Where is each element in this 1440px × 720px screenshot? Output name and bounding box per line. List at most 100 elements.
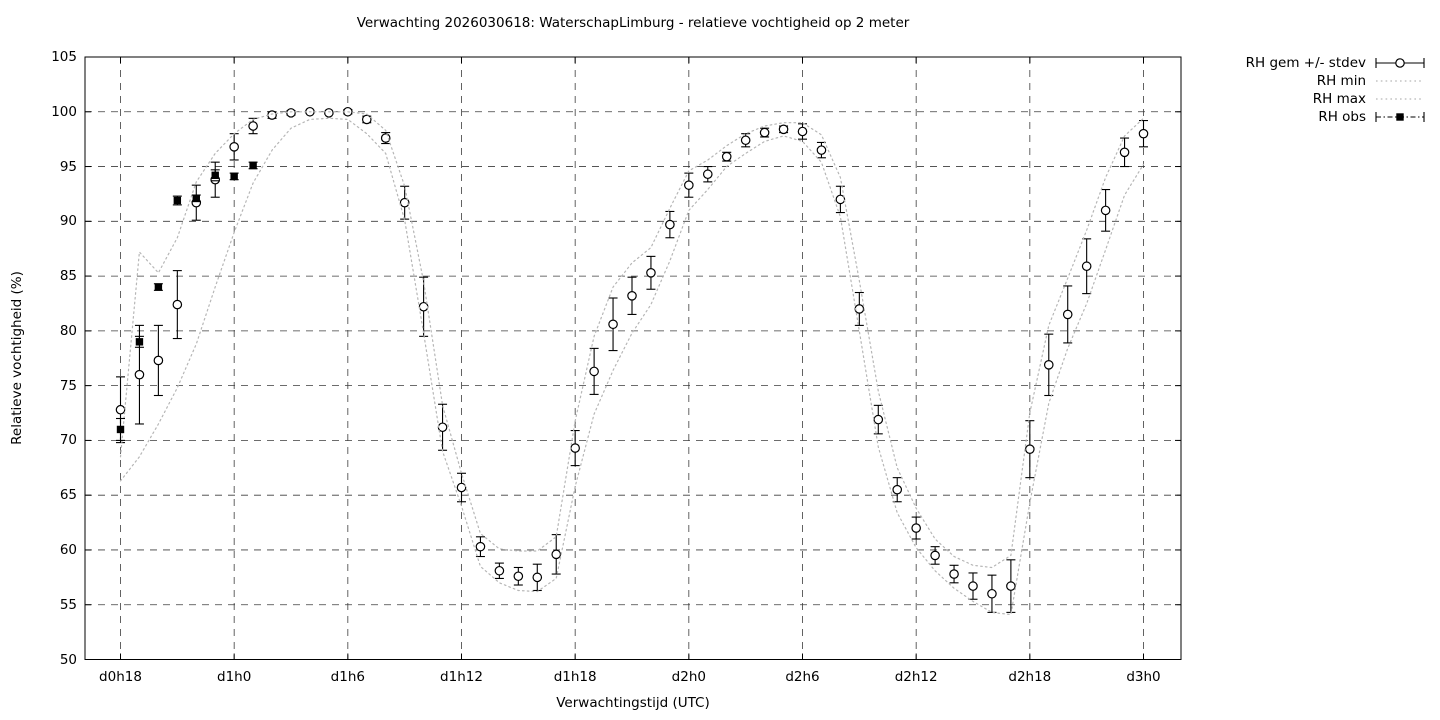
- data-point: [551, 534, 562, 575]
- data-point: [1062, 285, 1073, 344]
- data-point: [437, 403, 448, 451]
- data-point: [759, 127, 770, 138]
- data-point: [380, 132, 391, 145]
- data-point: [721, 151, 732, 162]
- data-point: [873, 404, 884, 435]
- data-point: [684, 172, 694, 198]
- obs-marker: [192, 194, 200, 203]
- mean-marker: [456, 482, 467, 493]
- y-tick-label: 50: [59, 651, 77, 668]
- mean-marker: [930, 550, 940, 561]
- data-point: [1119, 137, 1130, 168]
- legend-item: RH max: [1246, 90, 1426, 108]
- data-point: [513, 566, 524, 586]
- data-point: [987, 574, 997, 613]
- x-tick-label: d2h6: [785, 669, 820, 685]
- legend-label: RH obs: [1318, 109, 1366, 125]
- x-axis-label: Verwachtingstijd (UTC): [556, 695, 710, 711]
- data-point: [361, 114, 372, 125]
- data-point: [248, 117, 258, 135]
- y-tick-label: 65: [59, 487, 77, 504]
- data-point: [702, 165, 713, 183]
- data-point: [968, 572, 978, 600]
- legend-sample: [1376, 80, 1424, 82]
- series-rh-max: [119, 111, 1145, 569]
- data-point: [494, 562, 505, 579]
- x-tick-label: d1h12: [440, 669, 483, 685]
- legend: RH gem +/- stdev RH min RH max RH obs: [1246, 54, 1426, 126]
- mean-marker: [721, 151, 732, 162]
- gridlines: [85, 57, 1181, 660]
- series-rh-gem-stdev: [115, 106, 1149, 613]
- chart-title: Verwachting 2026030618: WaterschapLimbur…: [356, 15, 910, 31]
- data-point: [778, 124, 789, 135]
- tick-marks: [85, 56, 1181, 660]
- mean-marker: [267, 110, 277, 120]
- y-tick-label: 70: [59, 432, 77, 449]
- mean-marker: [740, 135, 751, 146]
- mean-marker: [172, 299, 183, 310]
- data-point: [172, 270, 183, 340]
- mean-marker: [589, 366, 599, 377]
- mean-marker: [1138, 128, 1149, 139]
- obs-marker: [173, 196, 182, 205]
- mean-marker: [229, 142, 239, 152]
- obs-marker: [154, 283, 163, 291]
- mean-marker: [778, 124, 789, 135]
- data-point: [816, 141, 827, 159]
- legend-sample: [1375, 112, 1425, 122]
- x-tick-label: d1h6: [330, 669, 365, 685]
- data-point: [627, 276, 637, 315]
- mean-marker: [475, 541, 486, 552]
- x-tick-label: d2h0: [671, 669, 706, 685]
- data-point: [646, 255, 656, 290]
- x-tick-label: d2h18: [1008, 669, 1052, 685]
- data-point: [797, 123, 808, 140]
- data-point: [210, 169, 220, 182]
- data-point: [740, 133, 751, 148]
- mean-marker: [494, 565, 505, 576]
- data-point: [267, 110, 277, 120]
- y-tick-label: 75: [59, 377, 77, 394]
- data-point: [153, 283, 163, 291]
- y-tick-label: 105: [51, 49, 77, 65]
- mean-marker: [532, 572, 543, 583]
- data-point: [608, 297, 618, 352]
- mean-marker: [380, 133, 391, 143]
- data-point: [1025, 420, 1035, 479]
- legend-label: RH max: [1312, 91, 1366, 107]
- series-rh-obs: [116, 161, 258, 441]
- x-tick-label: d1h0: [217, 669, 252, 685]
- data-point: [456, 472, 467, 503]
- data-point: [418, 276, 429, 337]
- obs-marker: [230, 172, 238, 181]
- mean-marker: [513, 571, 524, 582]
- data-point: [930, 546, 940, 565]
- data-point: [949, 564, 959, 584]
- data-point: [589, 347, 599, 395]
- data-point: [911, 516, 921, 540]
- obs-marker: [116, 425, 125, 434]
- mean-marker: [873, 414, 884, 425]
- mean-marker: [702, 169, 713, 180]
- mean-marker: [570, 443, 580, 453]
- mean-marker: [134, 369, 145, 380]
- mean-marker: [248, 121, 258, 131]
- mean-marker: [551, 549, 562, 560]
- data-point: [665, 210, 675, 239]
- x-tick-label: d1h18: [553, 669, 597, 685]
- plot-border: [84, 56, 1182, 660]
- mean-marker: [286, 108, 296, 118]
- mean-marker: [324, 108, 334, 118]
- mean-marker: [361, 114, 372, 125]
- mean-marker: [949, 569, 959, 579]
- mean-marker: [892, 484, 903, 495]
- legend-item: RH min: [1246, 72, 1426, 90]
- y-tick-label: 90: [59, 213, 77, 230]
- data-point: [532, 563, 543, 592]
- data-point: [248, 161, 258, 170]
- x-tick-label: d2h12: [894, 669, 938, 685]
- x-tick-label: d0h18: [99, 669, 142, 685]
- y-tick-label: 95: [59, 158, 77, 175]
